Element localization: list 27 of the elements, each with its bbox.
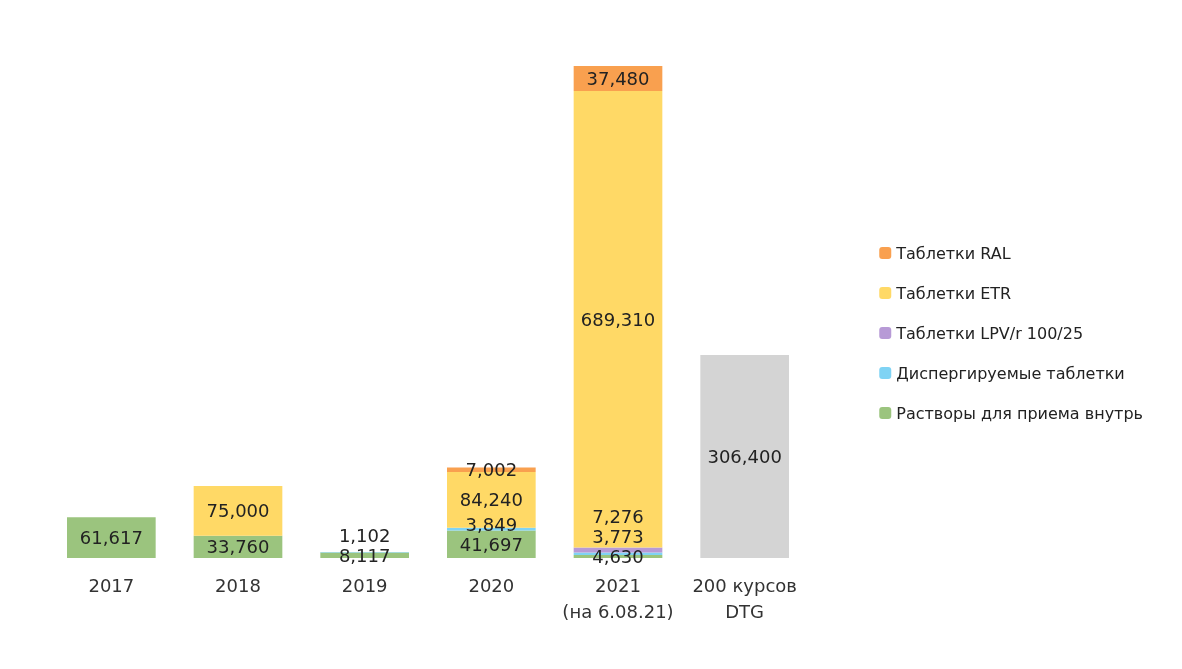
data-label: 689,310 [580,308,656,330]
x-tick-label: 2020 [468,574,515,596]
x-tick-label: 200 курсов DTG [692,574,797,622]
data-label: 8,117 [338,544,391,566]
data-label: 75,000 [206,500,270,522]
x-tick-label: 2021 (на 6.08.21) [562,574,674,622]
x-tick-label: 2017 [88,574,135,596]
data-label: 33,760 [206,536,270,558]
data-label: 61,617 [79,527,143,549]
bar [67,517,156,558]
bar [573,90,663,548]
data-label: 3,773 [592,525,644,547]
x-tick-label: 2018 [215,574,261,596]
x-tick-label: 2019 [341,574,388,596]
data-label: 306,400 [707,446,782,468]
data-label: 7,276 [592,505,644,527]
data-label: 37,480 [586,68,650,90]
legend-label: Таблетки RAL [895,243,1011,263]
legend-label: Таблетки LPV/r 100/25 [895,323,1084,343]
legend-label: Диспергируемые таблетки [896,363,1125,383]
bar [700,355,789,558]
bar [193,485,283,536]
data-label: 84,240 [459,489,523,511]
legend-label: Таблетки ETR [895,283,1012,303]
data-label: 41,697 [459,533,523,555]
legend-label: Растворы для приема внутрь [896,403,1143,423]
data-label: 1,102 [338,524,391,546]
